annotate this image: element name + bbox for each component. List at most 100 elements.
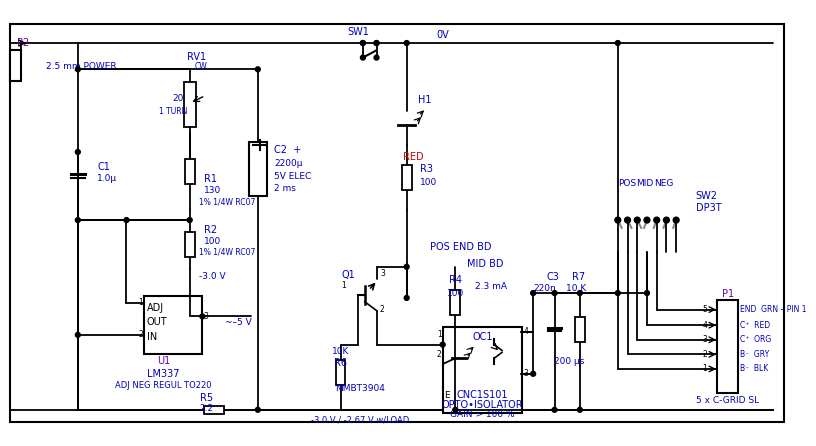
Text: R3: R3 (420, 165, 433, 174)
Circle shape (634, 217, 641, 223)
Circle shape (75, 218, 80, 223)
Text: R1: R1 (204, 174, 217, 184)
Text: C⁺  ORG: C⁺ ORG (740, 335, 772, 344)
Text: 2.2: 2.2 (199, 405, 213, 413)
Circle shape (374, 41, 379, 45)
Text: C⁺  RED: C⁺ RED (740, 321, 770, 330)
Circle shape (663, 217, 669, 223)
Circle shape (552, 407, 557, 412)
Text: 2200μ: 2200μ (274, 159, 303, 168)
Bar (575, 317, 585, 342)
Circle shape (255, 67, 260, 72)
Text: ADJ NEG REGUL TO220: ADJ NEG REGUL TO220 (115, 381, 211, 390)
Circle shape (624, 217, 631, 223)
Circle shape (578, 407, 583, 412)
Circle shape (374, 55, 379, 60)
Text: 1 TURN: 1 TURN (159, 107, 188, 116)
Circle shape (374, 41, 379, 45)
Bar (144, 296, 202, 354)
Bar (335, 359, 345, 385)
Text: RV1: RV1 (187, 52, 206, 62)
Text: MID: MID (636, 178, 654, 188)
Text: MMBT3904: MMBT3904 (335, 384, 385, 393)
Text: 2: 2 (138, 330, 143, 339)
Polygon shape (398, 111, 415, 125)
Circle shape (615, 291, 620, 296)
Text: 2.5 mm POWER: 2.5 mm POWER (46, 62, 117, 71)
Text: END  GRN – PIN 1: END GRN – PIN 1 (740, 305, 807, 314)
Circle shape (530, 372, 535, 376)
Text: IN: IN (147, 332, 157, 342)
Text: Q1: Q1 (341, 269, 355, 280)
Text: H1: H1 (419, 95, 432, 105)
Text: OC1: OC1 (472, 332, 493, 342)
Bar (185, 232, 194, 257)
Text: NEG: NEG (654, 178, 673, 188)
Circle shape (361, 55, 366, 60)
Text: B⁻  GRY: B⁻ GRY (740, 350, 769, 359)
Text: 1: 1 (341, 281, 346, 290)
Text: OPTO•ISOLATOR: OPTO•ISOLATOR (441, 400, 523, 410)
Circle shape (75, 332, 80, 337)
Circle shape (404, 41, 409, 45)
Text: 100: 100 (420, 178, 437, 186)
Bar (717, 300, 738, 393)
Text: C3: C3 (546, 272, 559, 281)
Bar (10, 50, 21, 81)
Text: 1% 1/4W RC07: 1% 1/4W RC07 (199, 248, 256, 257)
Text: U1: U1 (157, 356, 170, 366)
Text: OUT: OUT (147, 317, 167, 327)
Text: 5V ELEC: 5V ELEC (274, 172, 312, 181)
Text: MID BD: MID BD (467, 259, 503, 269)
Text: 100: 100 (446, 289, 464, 297)
Circle shape (75, 67, 80, 72)
Text: 1.0μ: 1.0μ (97, 174, 118, 183)
Text: B⁻  BLK: B⁻ BLK (740, 364, 769, 373)
Text: R4: R4 (449, 275, 462, 285)
Circle shape (615, 41, 620, 45)
Text: P1: P1 (721, 289, 734, 299)
Bar (610, 211, 690, 252)
Text: 100: 100 (204, 237, 222, 246)
Circle shape (489, 339, 508, 358)
Circle shape (552, 291, 557, 296)
Text: -3.0 V / -2.67 V w/LOAD: -3.0 V / -2.67 V w/LOAD (311, 415, 409, 424)
Bar (184, 82, 196, 127)
Text: 200 μs: 200 μs (554, 357, 584, 366)
Text: 5: 5 (703, 305, 707, 314)
Bar (185, 159, 194, 184)
Circle shape (361, 41, 366, 45)
Circle shape (124, 218, 129, 223)
Text: 4: 4 (703, 321, 707, 330)
Bar (249, 142, 267, 196)
Text: 2.3 mA: 2.3 mA (475, 282, 508, 291)
Text: 0V: 0V (437, 30, 449, 40)
Text: 130: 130 (204, 186, 222, 195)
Text: POS END BD: POS END BD (430, 242, 491, 252)
Text: R5: R5 (200, 393, 213, 403)
Text: R6: R6 (334, 358, 347, 368)
Text: 3: 3 (703, 335, 707, 344)
Text: 20: 20 (172, 94, 184, 103)
Circle shape (645, 291, 650, 296)
Text: SW1: SW1 (347, 27, 369, 37)
Text: 220n: 220n (534, 284, 557, 293)
Circle shape (644, 217, 650, 223)
Text: 2: 2 (703, 350, 707, 359)
Circle shape (453, 407, 458, 412)
Text: POS: POS (619, 178, 636, 188)
Circle shape (673, 217, 679, 223)
Text: 1: 1 (703, 364, 707, 373)
Text: 4: 4 (523, 327, 528, 336)
Circle shape (200, 314, 205, 319)
Text: E: E (444, 391, 450, 400)
Text: R2: R2 (204, 225, 217, 235)
Circle shape (404, 296, 409, 300)
Text: RED: RED (403, 152, 424, 162)
Text: 3: 3 (380, 269, 385, 278)
Text: GAIN > 100 %: GAIN > 100 % (450, 410, 515, 419)
Text: 2 ms: 2 ms (274, 185, 296, 194)
Circle shape (654, 217, 659, 223)
Bar (450, 290, 460, 315)
Bar (204, 406, 224, 414)
